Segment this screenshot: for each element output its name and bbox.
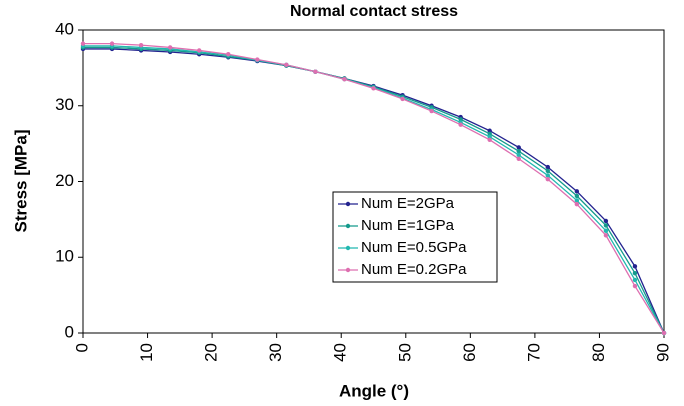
- data-point: [516, 149, 521, 154]
- x-tick-label: 80: [589, 343, 608, 362]
- data-point: [284, 62, 289, 68]
- legend-marker: [345, 201, 351, 207]
- legend-label: Num E=1GPa: [361, 217, 455, 234]
- data-point: [197, 48, 202, 53]
- data-point: [516, 145, 521, 150]
- x-tick-label: 30: [266, 343, 285, 362]
- x-tick-label: 70: [524, 343, 543, 362]
- data-point: [342, 77, 347, 82]
- data-point: [167, 45, 173, 50]
- data-point: [80, 41, 86, 46]
- y-tick-label: 10: [55, 247, 74, 266]
- legend-marker: [345, 223, 351, 229]
- data-point: [313, 69, 318, 74]
- x-tick-label: 50: [395, 343, 414, 362]
- data-point: [516, 156, 521, 161]
- data-point: [632, 270, 638, 276]
- y-axis-label: Stress [MPa]: [11, 130, 30, 233]
- data-point: [487, 128, 492, 133]
- x-tick-label: 0: [72, 343, 91, 352]
- data-point: [545, 168, 550, 174]
- y-tick-label: 40: [55, 19, 74, 38]
- y-tick-label: 20: [55, 171, 74, 190]
- data-point: [603, 233, 609, 238]
- legend-label: Num E=0.5GPa: [361, 239, 467, 256]
- data-point: [632, 283, 638, 289]
- data-point: [603, 228, 609, 233]
- y-tick-label: 30: [55, 95, 74, 114]
- chart-title: Normal contact stress: [290, 3, 458, 20]
- data-point: [545, 164, 550, 170]
- x-tick-label: 90: [653, 343, 672, 362]
- data-point: [226, 52, 231, 57]
- data-point: [574, 189, 580, 194]
- data-point: [574, 198, 580, 203]
- legend-label: Num E=0.2GPa: [361, 261, 467, 278]
- data-point: [138, 42, 144, 48]
- x-tick-label: 40: [331, 343, 350, 362]
- plot-frame: [82, 29, 665, 334]
- data-point: [487, 131, 492, 136]
- data-point: [458, 122, 463, 127]
- data-point: [487, 137, 492, 143]
- data-point: [371, 86, 376, 91]
- data-point: [545, 177, 550, 182]
- data-point: [632, 264, 638, 269]
- data-point: [632, 277, 638, 283]
- data-point: [255, 57, 260, 62]
- x-axis-label: Angle (°): [339, 381, 409, 400]
- data-point: [661, 330, 667, 336]
- data-point: [603, 218, 609, 224]
- data-point: [574, 193, 580, 199]
- data-point: [603, 223, 609, 228]
- y-tick-label: 0: [65, 322, 74, 341]
- data-point: [574, 202, 580, 207]
- data-point: [545, 173, 550, 178]
- x-tick-label: 60: [460, 343, 479, 362]
- data-point: [400, 96, 405, 102]
- x-tick-label: 10: [137, 343, 156, 362]
- legend-marker: [345, 245, 351, 251]
- legend-marker: [345, 267, 351, 273]
- data-point: [109, 41, 115, 46]
- data-point: [458, 117, 463, 122]
- legend-box: [332, 191, 498, 283]
- legend-label: Num E=2GPa: [361, 195, 455, 212]
- data-point: [429, 108, 434, 114]
- x-tick-label: 20: [202, 343, 221, 362]
- data-point: [516, 152, 521, 158]
- data-point: [487, 134, 492, 140]
